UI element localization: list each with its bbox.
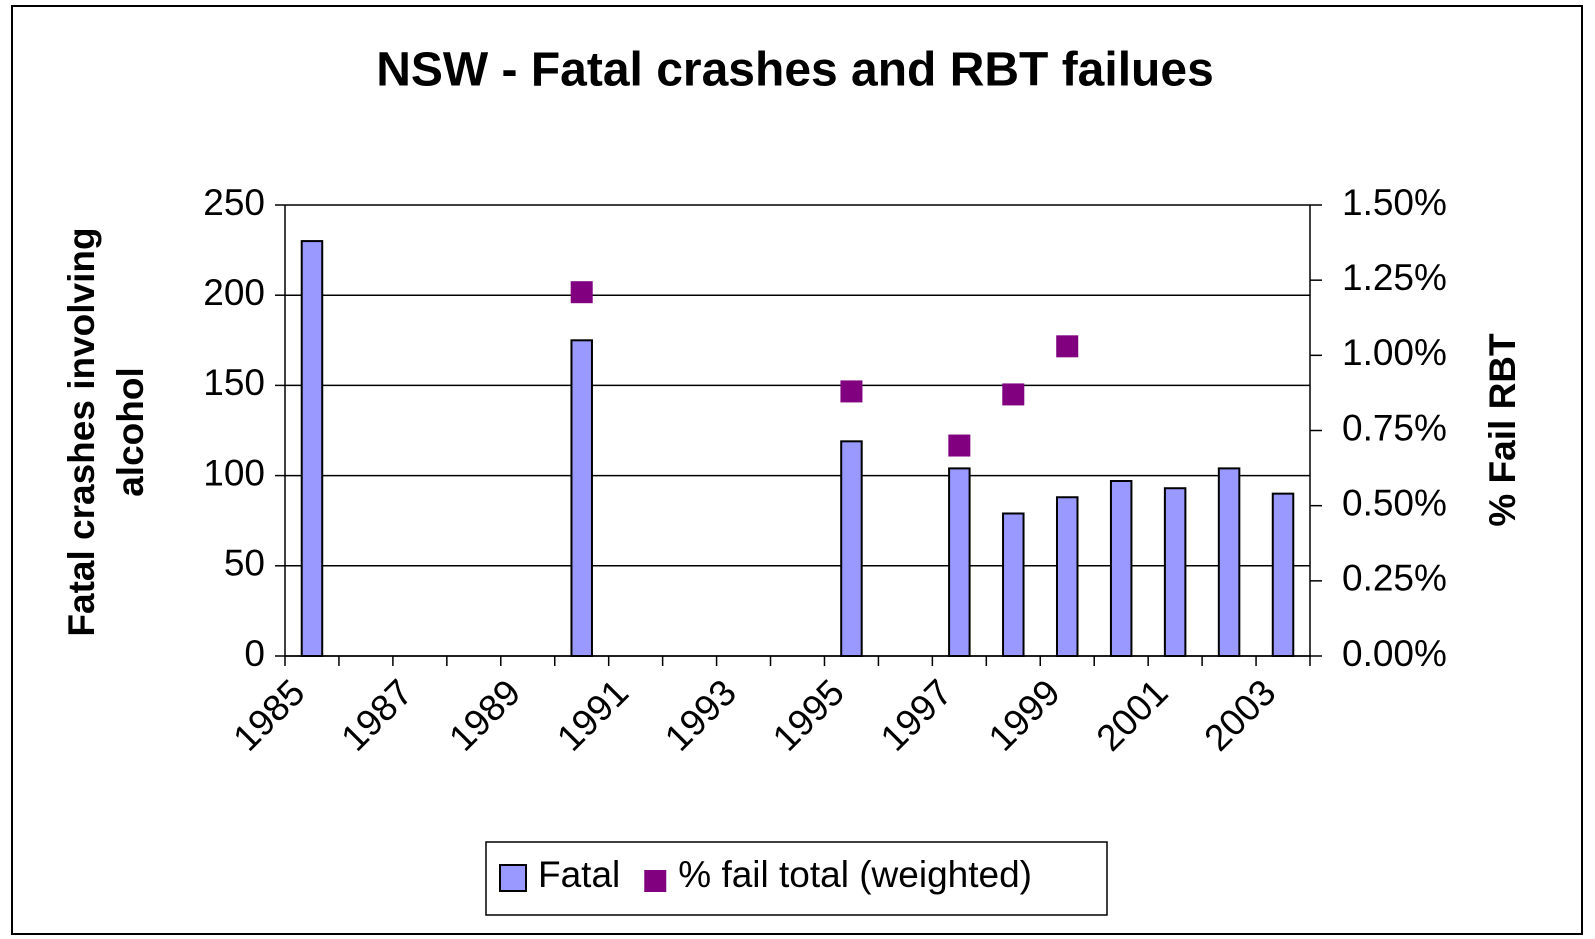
legend-label: % fail total (weighted) — [678, 854, 1032, 895]
bar — [1109, 480, 1133, 657]
bar — [1163, 487, 1187, 657]
y2-tick-label: 1.50% — [1342, 182, 1447, 223]
legend — [485, 841, 1108, 916]
marker — [840, 380, 863, 403]
legend-swatch — [499, 864, 527, 892]
marker — [948, 434, 971, 457]
bar — [948, 467, 971, 657]
bar — [1217, 467, 1241, 657]
y-axis-label: Fatal crashes involving — [61, 227, 102, 636]
chart-border — [11, 5, 1583, 935]
legend-swatch — [644, 870, 667, 892]
bar — [300, 240, 324, 658]
chart-title: NSW - Fatal crashes and RBT failues — [376, 44, 1214, 97]
y2-tick-label: 0.25% — [1342, 558, 1447, 599]
bar — [570, 339, 593, 657]
y-tick-label: 250 — [203, 182, 265, 223]
bar — [1055, 496, 1079, 657]
y2-tick-label: 0.75% — [1342, 407, 1447, 448]
marker — [1056, 335, 1079, 358]
y2-tick-label: 1.00% — [1342, 332, 1447, 373]
bar — [1271, 492, 1295, 658]
y2-axis-label: % Fail RBT — [1482, 333, 1523, 527]
y2-tick-label: 1.25% — [1342, 257, 1447, 298]
y-tick-label: 150 — [203, 362, 265, 403]
legend-label: Fatal — [538, 854, 620, 895]
bar — [840, 440, 863, 657]
y2-tick-label: 0.00% — [1342, 633, 1447, 674]
y-tick-label: 50 — [224, 543, 265, 584]
y2-tick-label: 0.50% — [1342, 482, 1447, 523]
marker — [1002, 383, 1025, 406]
y-tick-label: 0 — [244, 633, 265, 674]
y-axis-label: alcohol — [110, 367, 151, 497]
marker — [570, 281, 593, 304]
bar — [1002, 512, 1025, 658]
y-tick-label: 100 — [203, 452, 265, 493]
y-tick-label: 200 — [203, 272, 265, 313]
